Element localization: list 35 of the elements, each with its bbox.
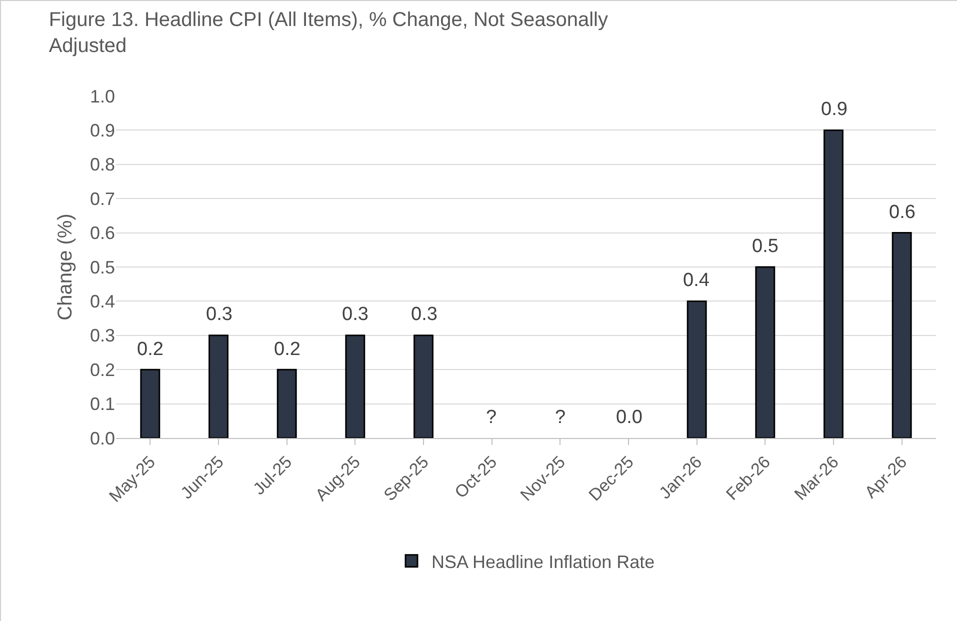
bar [892,232,912,438]
data-label: 0.3 [411,304,438,325]
y-tick-label: 0.3 [90,326,115,346]
data-label: 0.3 [206,304,232,325]
data-label: 0.0 [616,407,642,428]
y-tick-label: 1.0 [90,86,115,106]
y-tick-label: 0.8 [90,154,115,175]
bar [755,266,776,438]
y-tick-label: 0.2 [90,360,115,380]
data-label: 0.2 [137,339,164,360]
text: ? [486,407,497,428]
y-tick-label: 0.7 [90,188,115,209]
bar [276,368,297,438]
data-label: 0.3 [342,304,368,325]
legend-label: NSA Headline Inflation Rate [432,552,655,572]
data-label: 0.6 [889,202,916,223]
text: ? [555,407,566,428]
bar [208,334,228,438]
data-label: 0.2 [274,339,300,360]
y-tick-label: 0.4 [90,292,115,312]
bar [345,334,366,438]
y-tick-label: 0.6 [90,223,115,244]
data-label: 0.9 [821,99,848,120]
data-label: 0.4 [683,270,710,291]
bar [824,129,844,438]
bar [414,334,434,438]
chart-title: Figure 13. Headline CPI (All Items), % Change, Not Seasonally Adjusted [48,8,608,57]
data-label: 0.5 [752,236,778,257]
y-axis-title: Change (%) [54,214,76,320]
bar [140,368,160,438]
y-tick-label: 0.5 [90,257,115,278]
y-tick-label: 0.9 [90,120,115,140]
y-tick-label: 0.1 [90,394,115,414]
y-tick-label: 0.0 [90,428,115,448]
bar [686,300,707,438]
